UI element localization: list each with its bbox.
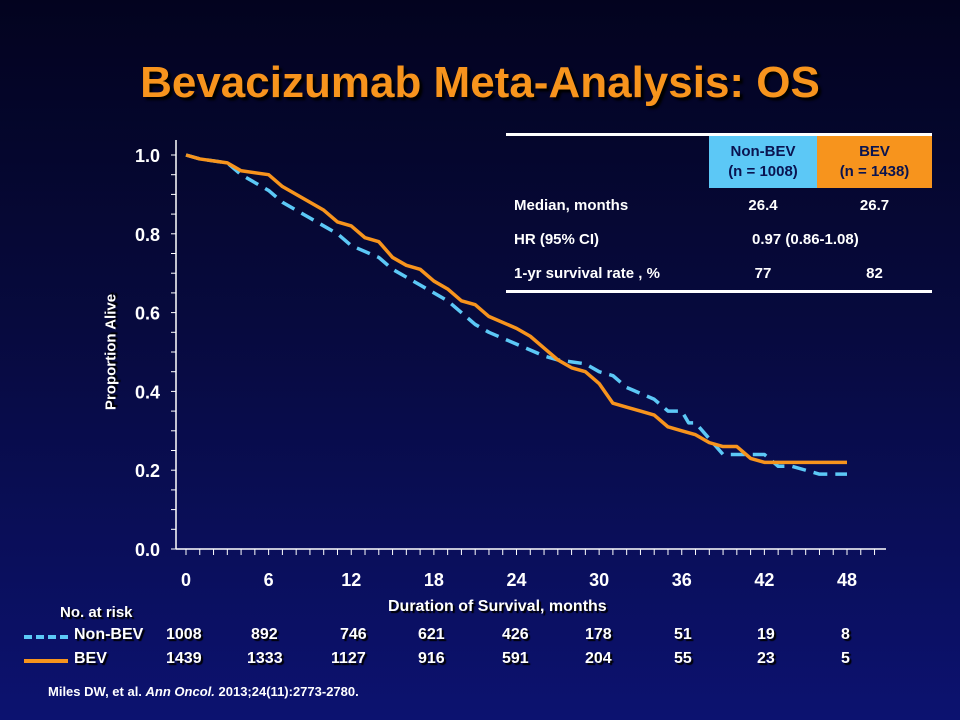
risk-cell: 426 (502, 626, 529, 643)
x-tick-label: 24 (506, 570, 526, 590)
risk-cell: 5 (841, 650, 850, 667)
x-tick-label: 0 (181, 570, 191, 590)
nonbev-survival-curve (185, 153, 847, 476)
stats-row-median: Median, months 26.4 26.7 (514, 196, 890, 214)
bev-survival-curve (185, 153, 847, 465)
risk-table-title: No. at risk (60, 604, 133, 621)
risk-cell: 55 (674, 650, 692, 667)
risk-cell: 892 (251, 626, 278, 643)
x-tick-label: 18 (424, 570, 444, 590)
bev-column-header: BEV (n = 1438) (817, 136, 932, 188)
risk-cell: 23 (757, 650, 775, 667)
risk-cell: 1333 (247, 650, 283, 667)
y-tick-label: 0.8 (135, 225, 160, 245)
stats-row-hr: HR (95% CI) 0.97 (0.86-1.08) (514, 230, 859, 248)
risk-cell: 51 (674, 626, 692, 643)
stats-header: Non-BEV (n = 1008) BEV (n = 1438) (506, 136, 932, 188)
stats-row-survival: 1-yr survival rate , % 77 82 (514, 264, 883, 282)
nonbev-legend-line (24, 635, 68, 639)
y-tick-label: 0.6 (135, 304, 160, 324)
risk-cell: 1008 (166, 626, 202, 643)
risk-cell: 19 (757, 626, 775, 643)
x-tick-label: 6 (264, 570, 274, 590)
risk-cell: 8 (841, 626, 850, 643)
x-tick-label: 36 (672, 570, 692, 590)
y-tick-label: 1.0 (135, 146, 160, 166)
x-tick-label: 42 (754, 570, 774, 590)
citation: Miles DW, et al. Ann Oncol. 2013;24(11):… (48, 684, 359, 699)
x-axis-label: Duration of Survival, months (388, 598, 607, 615)
risk-cell: 1127 (331, 650, 366, 667)
x-tick-label: 12 (341, 570, 361, 590)
slide-title: Bevacizumab Meta-Analysis: OS (140, 58, 820, 107)
x-tick-label: 48 (837, 570, 857, 590)
y-tick-label: 0.0 (135, 540, 160, 560)
risk-cell: 621 (418, 626, 445, 643)
nonbev-column-header: Non-BEV (n = 1008) (709, 136, 817, 188)
risk-cell: 204 (585, 650, 612, 667)
risk-cell: 746 (340, 626, 367, 643)
risk-cell: 591 (502, 650, 529, 667)
y-tick-label: 0.4 (135, 382, 160, 402)
bev-legend-line (24, 659, 68, 663)
y-tick-label: 0.2 (135, 461, 160, 481)
risk-cell: 916 (418, 650, 445, 667)
y-axis-label: Proportion Alive (102, 293, 120, 411)
stats-table: Non-BEV (n = 1008) BEV (n = 1438) Median… (506, 133, 932, 293)
x-tick-label: 30 (589, 570, 609, 590)
risk-cell: 178 (585, 626, 612, 643)
risk-cell: 1439 (166, 650, 202, 667)
